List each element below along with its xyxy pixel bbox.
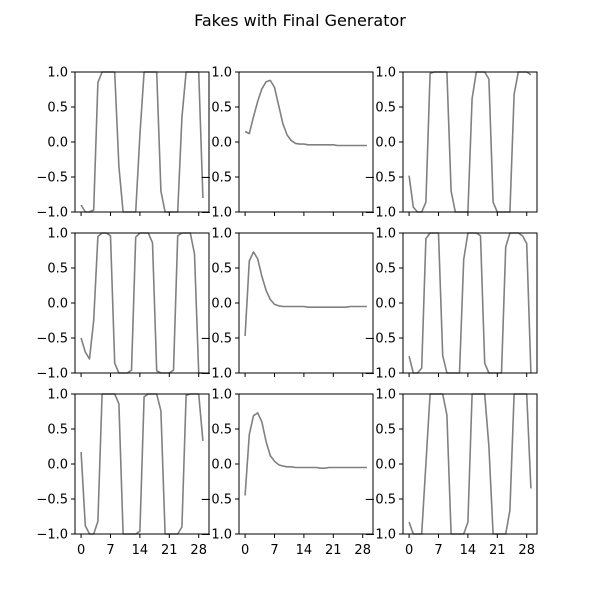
y-tick-label: 0.0 — [47, 136, 68, 151]
y-tick-label: −0.5 — [36, 171, 68, 186]
x-tick-label: 0 — [77, 543, 85, 558]
x-tick-label: 0 — [241, 543, 249, 558]
y-tick-label: 0.0 — [211, 458, 232, 473]
series-line — [408, 71, 532, 213]
subplot-2-2: −1.0 −0.5 0.0 0.5 1.0 — [200, 227, 374, 382]
y-tick-label: 1.0 — [47, 227, 68, 242]
y-tick-label: 0.0 — [47, 458, 68, 473]
x-tick-label: 7 — [270, 543, 278, 558]
y-tick-label: 1.0 — [211, 66, 232, 81]
y-tick-label: 0.0 — [47, 297, 68, 312]
y-tick-label: 1.0 — [375, 227, 396, 242]
y-tick-label: −1.0 — [36, 367, 68, 382]
series-line — [80, 71, 204, 213]
x-tick-label: 0 — [405, 543, 413, 558]
y-tick-label: −0.5 — [200, 171, 232, 186]
y-tick-label: 0.0 — [375, 297, 396, 312]
y-tick-label: −0.5 — [200, 493, 232, 508]
subplot-2-3: −1.0 −0.5 0.0 0.5 1.0 — [364, 227, 538, 382]
y-tick-label: 1.0 — [211, 227, 232, 242]
subplot-3-2: −1.0 −0.5 0.0 0.5 1.0 0 7 14 21 28 — [200, 388, 374, 558]
y-tick-label: −0.5 — [36, 493, 68, 508]
y-tick-label: 0.5 — [47, 101, 68, 116]
subplot-1-3: −1.0 −0.5 0.0 0.5 1.0 — [364, 66, 538, 221]
y-tick-label: −1.0 — [200, 206, 232, 221]
subplot-3-3: −1.0 −0.5 0.0 0.5 1.0 0 7 14 21 28 — [364, 388, 538, 558]
y-tick-label: 0.5 — [211, 423, 232, 438]
series-line — [80, 393, 204, 535]
y-tick-label: −1.0 — [364, 206, 396, 221]
y-tick-label: −1.0 — [364, 367, 396, 382]
y-tick-label: 0.0 — [375, 458, 396, 473]
y-tick-label: 0.0 — [211, 297, 232, 312]
y-tick-label: 0.5 — [375, 262, 396, 277]
x-tick-label: 21 — [489, 543, 506, 558]
y-tick-label: 0.0 — [211, 136, 232, 151]
y-tick-label: −0.5 — [36, 332, 68, 347]
x-tick-label: 21 — [161, 543, 178, 558]
x-tick-label: 28 — [190, 543, 207, 558]
series-line — [244, 412, 367, 496]
y-tick-label: 1.0 — [47, 66, 68, 81]
y-tick-label: 1.0 — [211, 388, 232, 403]
x-tick-label: 14 — [296, 543, 313, 558]
axes-frame — [238, 232, 374, 374]
y-tick-label: −1.0 — [200, 528, 232, 543]
series-line — [244, 251, 367, 336]
y-tick-label: −0.5 — [364, 493, 396, 508]
x-tick-label: 7 — [434, 543, 442, 558]
y-tick-label: −1.0 — [36, 206, 68, 221]
y-tick-label: 1.0 — [375, 388, 396, 403]
subplot-grid: −1.0 −0.5 0.0 0.5 1.0 −1.0 −0.5 0.0 0.5 1.0 −1.0 −0… — [36, 66, 538, 558]
subplot-1-1: −1.0 −0.5 0.0 0.5 1.0 — [36, 66, 210, 221]
y-tick-label: 1.0 — [47, 388, 68, 403]
y-tick-label: 0.5 — [375, 101, 396, 116]
x-tick-label: 14 — [132, 543, 149, 558]
series-line — [408, 393, 532, 535]
y-tick-label: 0.5 — [211, 262, 232, 277]
subplot-3-1: −1.0 −0.5 0.0 0.5 1.0 0 7 14 21 28 — [36, 388, 210, 558]
series-line — [244, 79, 367, 147]
y-tick-label: −0.5 — [364, 171, 396, 186]
y-tick-label: −0.5 — [200, 332, 232, 347]
y-tick-label: −0.5 — [364, 332, 396, 347]
y-tick-label: 0.0 — [375, 136, 396, 151]
y-tick-label: 1.0 — [375, 66, 396, 81]
series-line — [408, 232, 532, 374]
subplot-1-2: −1.0 −0.5 0.0 0.5 1.0 — [200, 66, 374, 221]
x-tick-label: 28 — [354, 543, 371, 558]
y-tick-label: 0.5 — [211, 101, 232, 116]
y-tick-label: −1.0 — [200, 367, 232, 382]
x-tick-label: 7 — [106, 543, 114, 558]
series-line — [80, 232, 203, 374]
x-tick-label: 14 — [460, 543, 477, 558]
y-tick-label: −1.0 — [364, 528, 396, 543]
axes-frame — [238, 71, 374, 213]
x-tick-label: 21 — [325, 543, 342, 558]
x-tick-label: 28 — [518, 543, 535, 558]
y-tick-label: 0.5 — [47, 423, 68, 438]
y-tick-label: 0.5 — [47, 262, 68, 277]
subplot-2-1: −1.0 −0.5 0.0 0.5 1.0 — [36, 227, 210, 382]
y-tick-label: −1.0 — [36, 528, 68, 543]
chart-title: Fakes with Final Generator — [194, 11, 406, 30]
y-tick-label: 0.5 — [375, 423, 396, 438]
